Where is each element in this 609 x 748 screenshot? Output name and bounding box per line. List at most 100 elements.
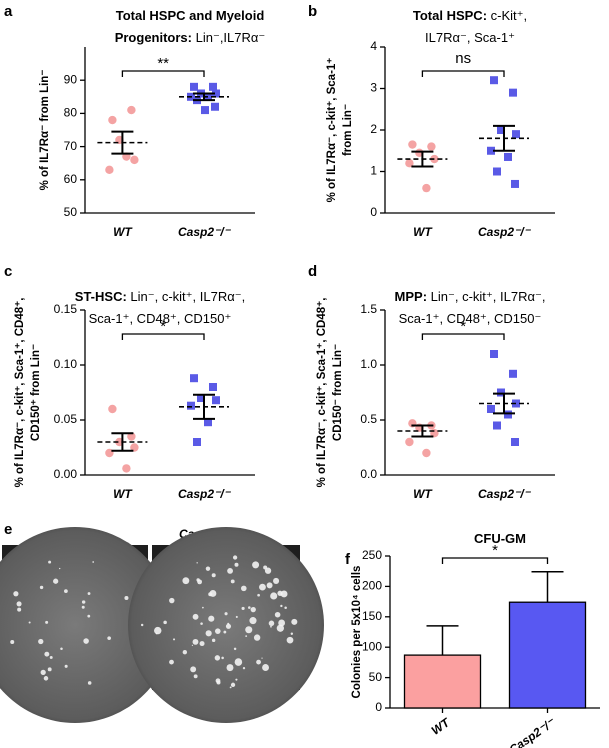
colony (241, 585, 247, 592)
colony (214, 628, 221, 635)
data-point (201, 106, 209, 115)
chart-title: IL7Rα⁻, Sca-1⁺ (425, 30, 515, 45)
data-point (193, 438, 201, 446)
bar (403, 654, 482, 709)
data-point (127, 432, 136, 441)
colony (259, 583, 266, 591)
data-point (212, 89, 220, 98)
colony (64, 589, 68, 594)
title-part: ST-HSC: (75, 289, 131, 304)
significance-bracket (441, 557, 549, 564)
colony (270, 592, 278, 600)
y-tick-label: 250 (362, 548, 382, 562)
data-point (127, 105, 136, 115)
x-tick-label: Casp2⁻/⁻ (478, 225, 532, 239)
colony (81, 600, 86, 604)
y-tick-label: 1.0 (360, 357, 377, 371)
data-point (497, 126, 505, 134)
colony (202, 606, 204, 609)
y-tick-label: 1.5 (360, 302, 377, 316)
colony (191, 644, 194, 646)
colony (47, 667, 52, 672)
colony (227, 622, 230, 625)
colony (227, 567, 233, 574)
data-point (422, 183, 431, 193)
significance-bracket (121, 333, 205, 340)
y-tick-label: 70 (64, 139, 78, 153)
x-tick-label: WT (413, 225, 433, 239)
colony (169, 597, 175, 604)
colony (53, 578, 59, 584)
data-point (122, 464, 131, 473)
colony (83, 638, 89, 644)
data-point (509, 88, 517, 97)
data-point (487, 146, 495, 155)
y-tick-label: 90 (64, 72, 78, 86)
significance-label: ns (455, 50, 471, 67)
colony (16, 601, 22, 607)
colony (58, 567, 61, 570)
panel-letter: a (4, 3, 13, 20)
data-point (130, 443, 139, 452)
panel-letter: e (4, 521, 12, 538)
x-tick-label: WT (413, 487, 433, 501)
y-axis-label: % of IL7Rα⁻, c-kit⁺, Sca-1⁺ (326, 58, 338, 203)
panel-letter: c (4, 263, 12, 280)
chart-title: Total HSPC and Myeloid (116, 8, 265, 23)
significance-bracket (421, 333, 505, 340)
y-tick-label: 100 (362, 639, 382, 653)
colony (232, 555, 238, 560)
chart-title: Total HSPC: c-Kit⁺, (413, 8, 527, 23)
data-point (108, 404, 117, 414)
colony (200, 622, 203, 625)
colony (234, 658, 243, 666)
colony (276, 624, 284, 632)
colony (225, 623, 232, 629)
colony (224, 612, 228, 616)
y-tick-label: 0.15 (54, 302, 78, 316)
colony (226, 664, 234, 672)
colony-images (0, 527, 324, 723)
colony (169, 659, 174, 665)
data-point (493, 421, 501, 430)
y-tick-label: 0.0 (360, 467, 377, 481)
data-point (405, 159, 414, 168)
title-part: Lin⁻, c-kit⁺, IL7Rα⁻, (431, 289, 546, 304)
significance-label: * (492, 542, 498, 559)
title-part: Sca-1⁺, CD48⁺, CD150⁺ (89, 311, 232, 326)
colony (44, 651, 50, 657)
colony (248, 606, 251, 609)
colony (249, 617, 257, 625)
colony (234, 562, 239, 567)
y-tick-label: 0 (375, 700, 382, 714)
colony (17, 607, 22, 612)
data-point (405, 437, 414, 447)
data-point (209, 82, 217, 91)
y-axis-label: CD150⁻ from Lin⁻ (332, 344, 344, 441)
y-tick-label: 0.05 (54, 412, 78, 426)
colony (245, 626, 253, 634)
colony (261, 657, 263, 659)
colony (48, 560, 52, 564)
data-point (487, 405, 495, 413)
x-tick-label: WT (113, 225, 133, 239)
colony (154, 626, 162, 635)
colony (233, 647, 237, 651)
colony (87, 681, 92, 685)
colony (87, 592, 91, 595)
colony (262, 664, 269, 671)
colony (280, 604, 283, 608)
data-point (511, 438, 519, 446)
colony (277, 590, 283, 596)
data-point (187, 401, 195, 410)
data-point (422, 448, 431, 458)
colony (193, 674, 198, 679)
y-axis-label: from Lin⁻ (342, 104, 354, 156)
x-tick-label: Casp2⁻/⁻ (178, 225, 232, 239)
chart-title: Sca-1⁺, CD48⁺, CD150⁻ (399, 311, 542, 326)
colony (250, 606, 256, 613)
colony (264, 567, 272, 574)
data-point (427, 142, 436, 151)
x-tick-label: Casp2⁻/⁻ (478, 487, 532, 501)
